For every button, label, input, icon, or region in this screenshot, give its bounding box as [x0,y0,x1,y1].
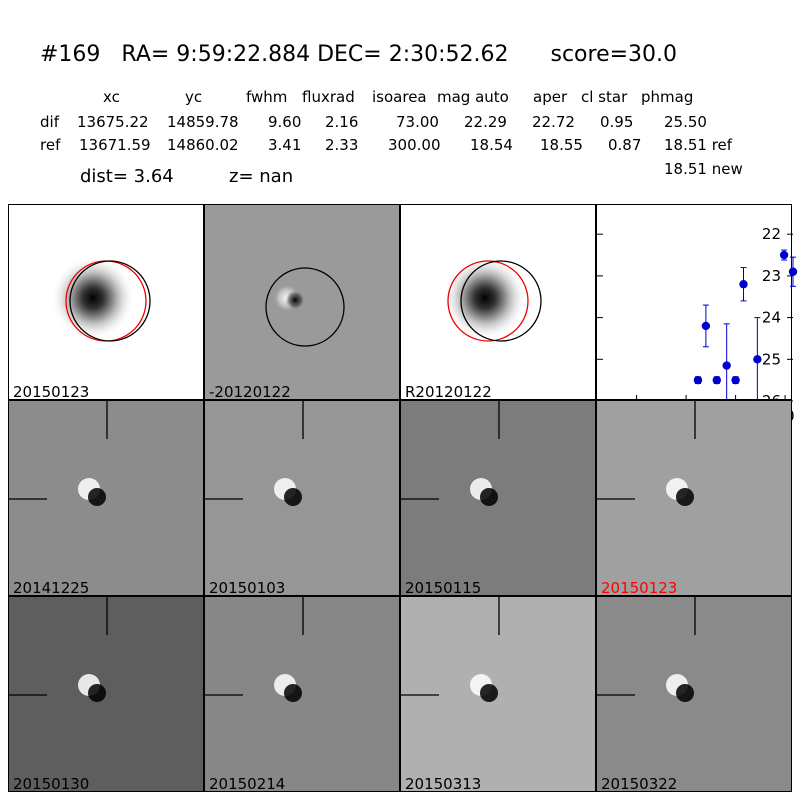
col-mag-auto: mag auto [437,88,509,106]
col-fwhm: fwhm [246,88,288,106]
row-ref-label: ref [40,136,61,154]
col-phmag: phmag [641,88,694,106]
col-yc: yc [185,88,203,106]
dif-xc: 13675.22 [77,113,149,131]
data-point [788,267,798,276]
col-cl-star: cl star [581,88,628,106]
data-point [739,280,748,289]
panel-label: 20150214 [209,775,286,792]
ref-fwhm: 3.41 [268,136,302,154]
lightcurve-panel: 2223242526−100−50050 [596,204,798,425]
black-circle [69,260,151,342]
panel-label: 20150103 [209,579,286,596]
panel-ref-image: R20120122 [400,204,596,400]
star-blob [443,256,527,340]
panel-label: 20150115 [405,579,482,596]
dif-fwhm: 9.60 [268,113,302,131]
panel-label: -20120122 [209,383,291,400]
y-tick-label: 22 [762,225,781,243]
ref-image-stamp [443,256,542,342]
panel-label: 20150123 [13,383,90,400]
stamp-panel: 20150322 [596,596,792,792]
dif-cl-star: 0.95 [600,113,634,131]
stamp-panel: 20150214 [204,596,400,792]
panel-label: 20150313 [405,775,482,792]
ref-yc: 14860.02 [167,136,239,154]
dif-phmag: 25.50 [664,113,707,131]
panel-label: R20120122 [405,383,492,400]
data-point [753,355,762,364]
stamp-image [9,597,108,702]
stamp-image [597,401,696,506]
stamp-image [401,401,500,506]
z-value: z= nan [229,166,294,187]
ra-value: RA= 9:59:22.884 [121,42,311,67]
data-point [779,250,789,260]
dif-mag-auto: 22.29 [464,113,507,131]
stamp-panel: 20150313 [400,596,596,792]
dif-aper: 22.72 [532,113,575,131]
panel-new-image: 20150123 [8,204,204,400]
row-dif-label: dif [40,113,59,131]
y-tick-label: 25 [762,350,781,368]
col-xc: xc [103,88,120,106]
ref-mag-auto: 18.54 [470,136,513,154]
col-fluxrad: fluxrad [302,88,355,106]
stamp-image [401,597,500,702]
y-tick-label: 24 [762,309,781,327]
panel-label: 20141225 [13,579,90,596]
ref-fluxrad: 2.33 [325,136,359,154]
ref-xc: 13671.59 [79,136,151,154]
panel-label: 20150130 [13,775,90,792]
title-line: #169 RA= 9:59:22.884 DEC= 2:30:52.62 sco… [40,42,677,67]
object-id: #169 [40,42,101,67]
y-tick-label: 23 [762,267,781,285]
stamp-image [205,401,304,506]
score-value: score=30.0 [550,42,678,67]
stamp-image [597,597,696,702]
stamp-panel: 20150103 [204,400,400,596]
star-blob [51,256,135,340]
data-point [722,361,731,370]
dif-fluxrad: 2.16 [325,113,359,131]
dec-value: DEC= 2:30:52.62 [317,42,509,67]
data-point [701,321,711,331]
panel-label: 20150322 [601,775,678,792]
panel-label: 20150123 [601,579,678,596]
stamp-image [205,597,304,702]
black-circle [265,267,345,347]
stamp-panel: 20141225 [8,400,204,596]
ref-aper: 18.55 [540,136,583,154]
data-point [712,375,721,385]
data-point [693,375,703,385]
dist-value: dist= 3.64 [80,166,174,187]
col-aper: aper [533,88,568,106]
red-circle [447,260,529,342]
ref-cl-star: 0.87 [608,136,642,154]
stamp-panel: 20150130 [8,596,204,792]
ref-isoarea: 300.00 [388,136,441,154]
stamp-image [9,401,108,506]
panel-diff-image: -20120122 [204,204,400,400]
ref-phmag: 18.51 ref [664,136,733,154]
col-isoarea: isoarea [372,88,427,106]
new-phmag: 18.51 new [664,160,743,178]
new-image-stamp [51,256,151,342]
diff-image-stamp [265,267,345,347]
black-circle [460,260,542,342]
stamp-panel: 20150123 [596,400,792,596]
dif-isoarea: 73.00 [396,113,439,131]
stamp-panel: 20150115 [400,400,596,596]
data-point [731,375,740,385]
dif-yc: 14859.78 [167,113,239,131]
